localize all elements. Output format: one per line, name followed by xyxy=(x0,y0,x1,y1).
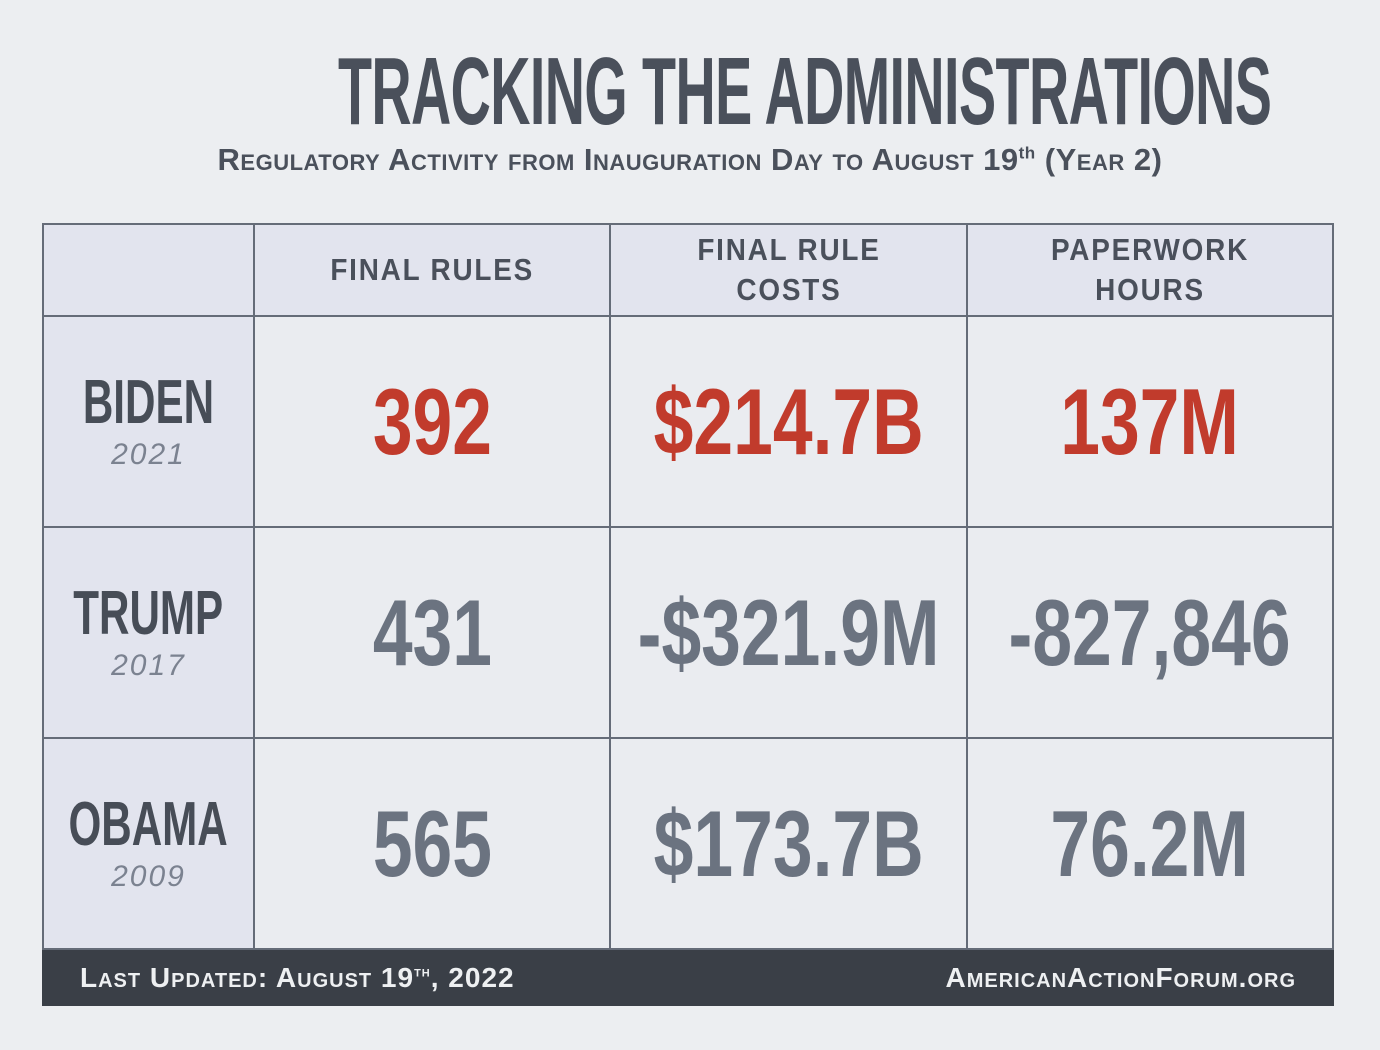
value-text: 137M xyxy=(1060,368,1240,474)
cell-biden-final-rules: 392 xyxy=(255,317,609,526)
page-subtitle: Regulatory Activity from Inauguration Da… xyxy=(0,142,1380,178)
page-title: TRACKING THE ADMINISTRATIONS xyxy=(337,38,1272,145)
admin-name: OBAMA xyxy=(68,789,229,859)
col-header-label: FINAL RULES xyxy=(330,251,534,287)
subtitle-text: Regulatory Activity from Inauguration Da… xyxy=(217,142,1019,177)
cell-obama-paperwork-hours: 76.2M xyxy=(968,739,1332,948)
cell-trump-paperwork-hours: -827,846 xyxy=(968,528,1332,737)
last-updated-ordinal: th xyxy=(414,963,431,981)
regulatory-activity-table: FINAL RULES FINAL RULE COSTS PAPERWORK H… xyxy=(42,223,1334,950)
col-header-label: PAPERWORK HOURS xyxy=(1050,231,1250,307)
admin-name: BIDEN xyxy=(82,367,215,437)
value-text: 431 xyxy=(372,579,492,685)
footer-bar: Last Updated: August 19th, 2022 American… xyxy=(42,950,1334,1006)
value-text: 565 xyxy=(372,790,492,896)
subtitle-ordinal: th xyxy=(1018,143,1036,163)
value-text: 392 xyxy=(372,368,492,474)
cell-trump-final-rules: 431 xyxy=(255,528,609,737)
value-text: $173.7B xyxy=(653,790,924,896)
value-text: -827,846 xyxy=(1008,579,1292,685)
col-header-final-rule-costs: FINAL RULE COSTS xyxy=(611,225,966,315)
col-header-label: FINAL RULE COSTS xyxy=(696,231,881,307)
cell-trump-final-rule-costs: -$321.9M xyxy=(611,528,966,737)
admin-year: 2017 xyxy=(111,648,186,682)
cell-biden-final-rule-costs: $214.7B xyxy=(611,317,966,526)
col-header-final-rules: FINAL RULES xyxy=(255,225,609,315)
value-text: $214.7B xyxy=(653,368,924,474)
admin-name: TRUMP xyxy=(73,578,224,648)
heading-block: TRACKING THE ADMINISTRATIONS Regulatory … xyxy=(0,44,1380,178)
source-website-text: AmericanActionForum.org xyxy=(945,962,1296,993)
cell-obama-final-rules: 565 xyxy=(255,739,609,948)
row-header-trump: TRUMP 2017 xyxy=(44,528,253,737)
cell-biden-paperwork-hours: 137M xyxy=(968,317,1332,526)
cell-obama-final-rule-costs: $173.7B xyxy=(611,739,966,948)
admin-year: 2021 xyxy=(111,437,186,471)
last-updated-prefix: Last Updated: August 19 xyxy=(80,962,415,993)
col-header-paperwork-hours: PAPERWORK HOURS xyxy=(968,225,1332,315)
corner-cell-empty xyxy=(44,225,253,315)
last-updated-text: Last Updated: August 19th, 2022 xyxy=(80,962,515,994)
subtitle-suffix: (Year 2) xyxy=(1035,142,1163,177)
row-header-biden: BIDEN 2021 xyxy=(44,317,253,526)
value-text: -$321.9M xyxy=(637,579,940,685)
last-updated-suffix: , 2022 xyxy=(430,962,515,993)
admin-year: 2009 xyxy=(111,859,186,893)
value-text: 76.2M xyxy=(1050,790,1250,896)
row-header-obama: OBAMA 2009 xyxy=(44,739,253,948)
